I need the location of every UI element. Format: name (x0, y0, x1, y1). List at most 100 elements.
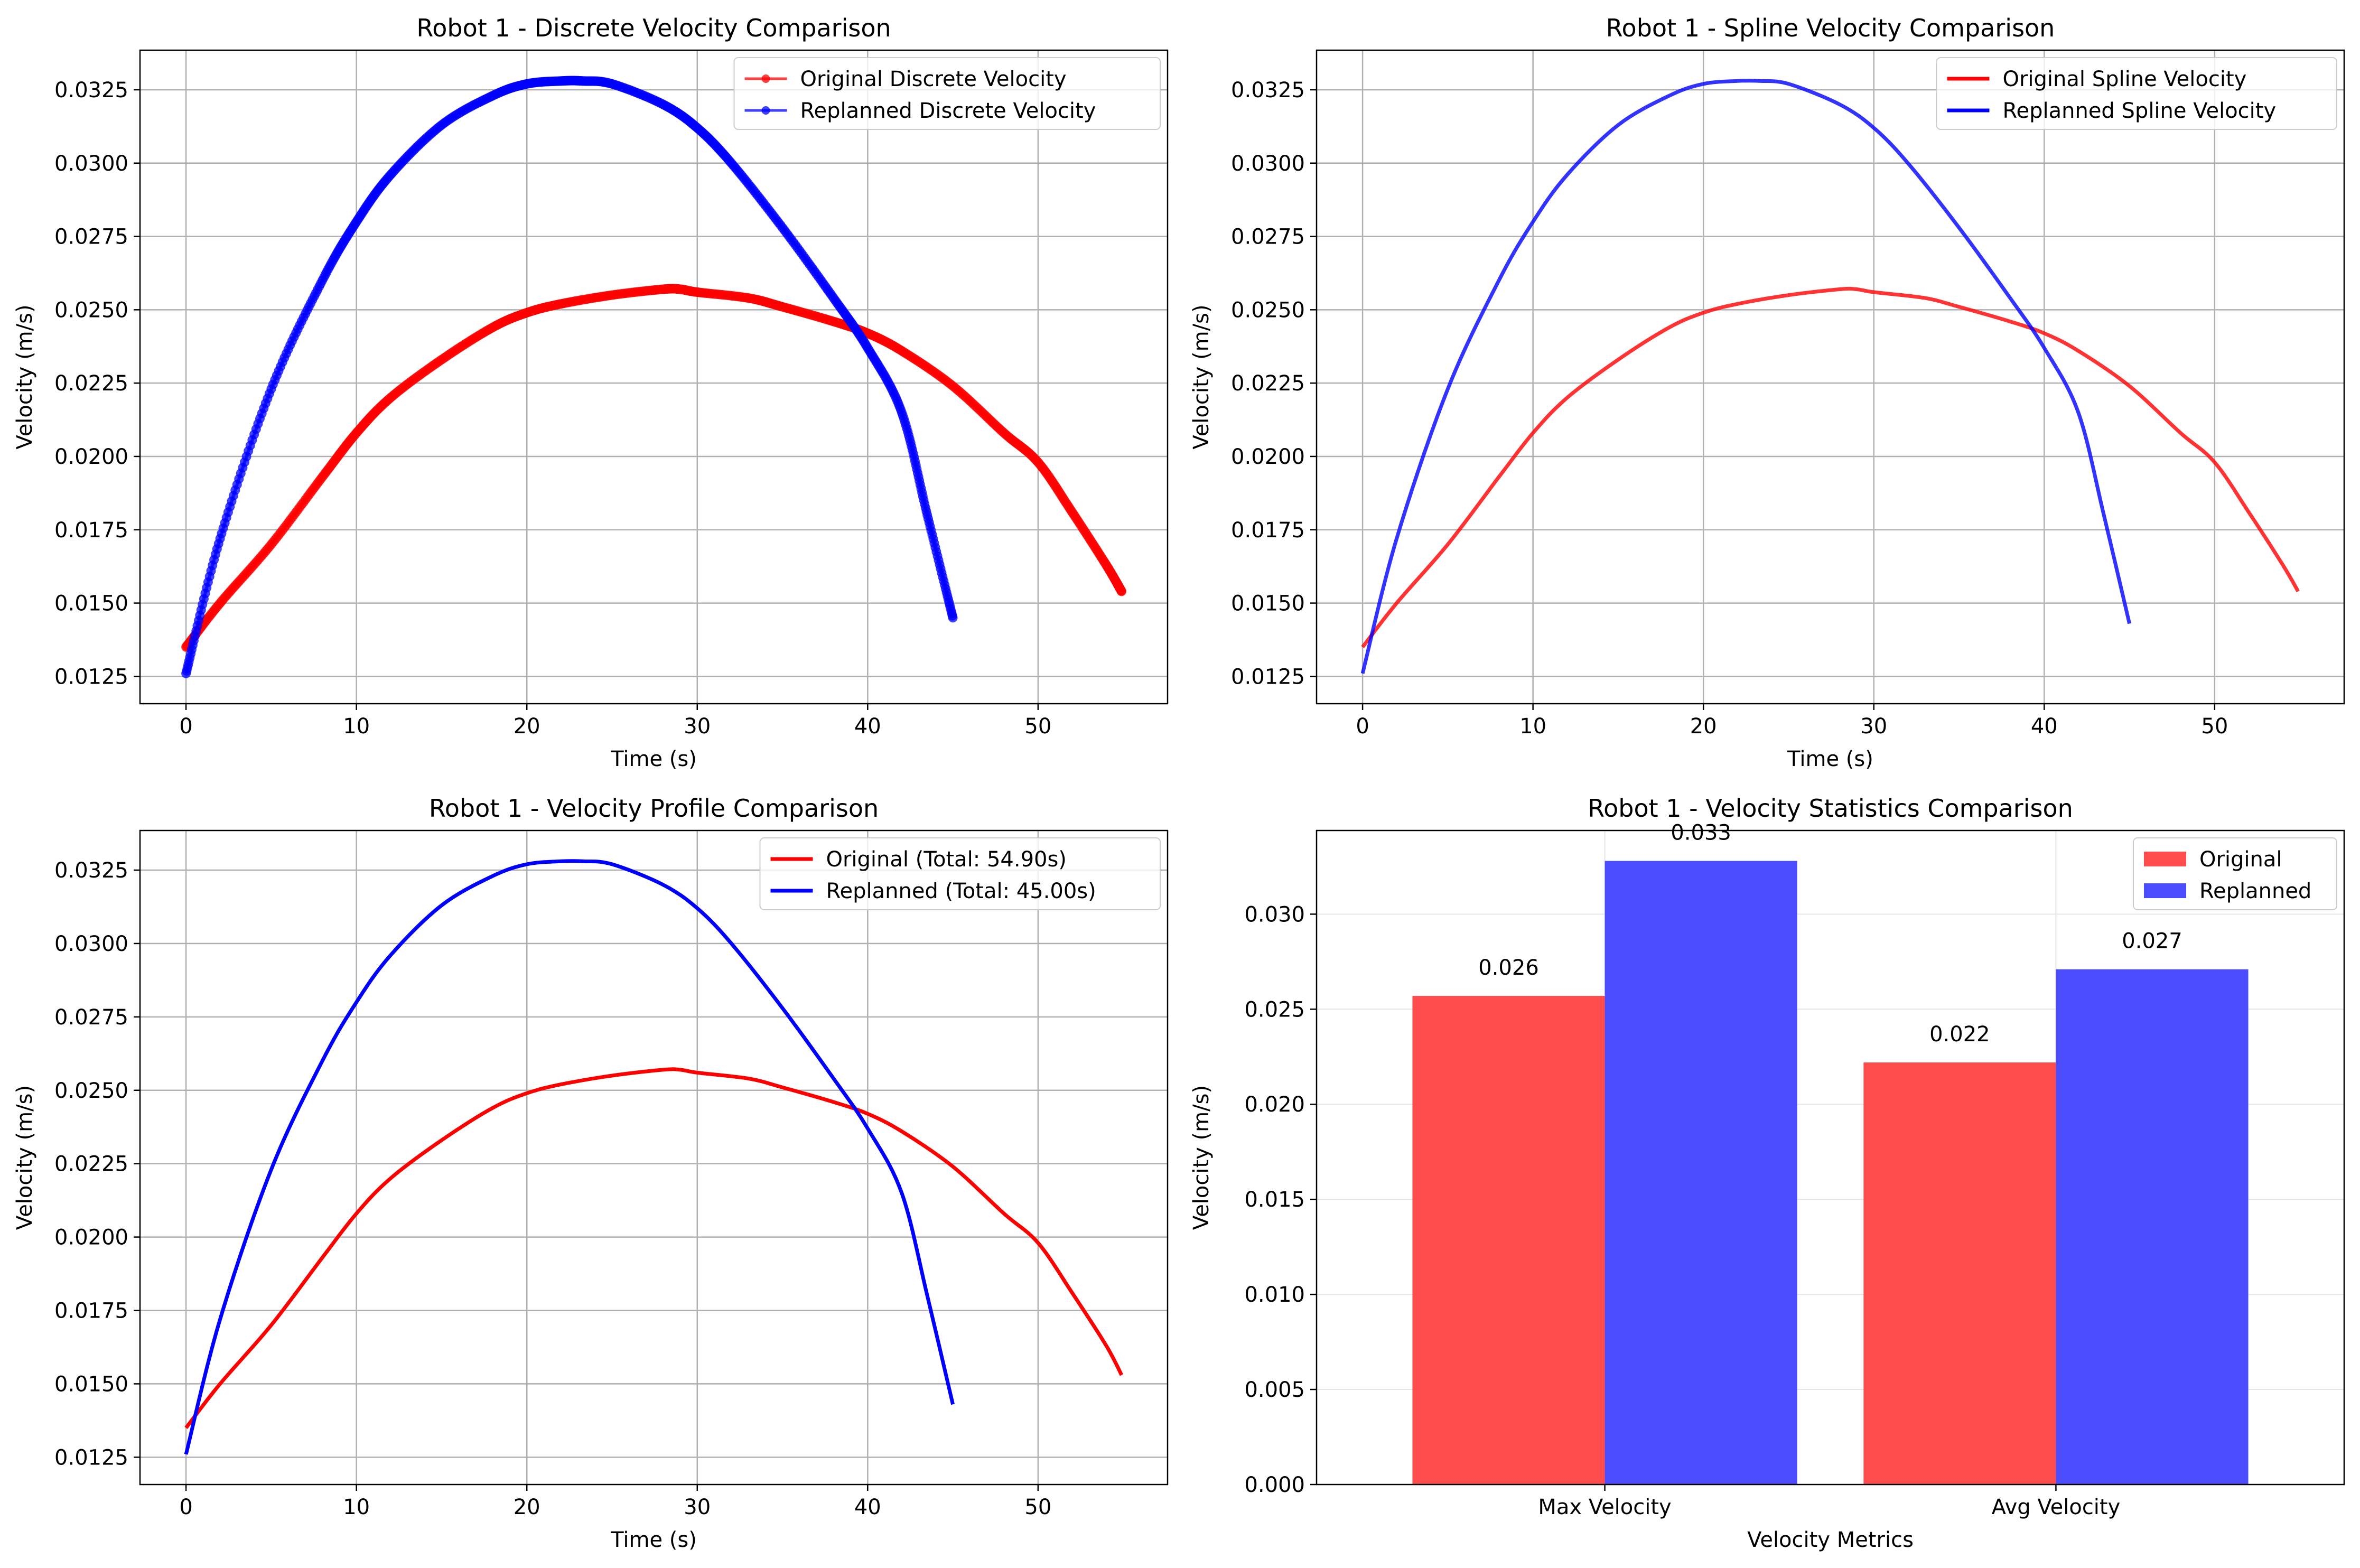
x-axis-label: Time (s) (610, 747, 697, 771)
y-tick-label: 0.0325 (1231, 78, 1305, 102)
x-tick-label: 10 (343, 714, 370, 739)
y-axis-label: Velocity (m/s) (13, 304, 37, 449)
chart-title: Robot 1 - Spline Velocity Comparison (1606, 14, 2055, 42)
y-tick-label: 0.010 (1244, 1283, 1305, 1307)
series-line-replanned (184, 859, 955, 1455)
legend-label-replanned: Replanned Spline Velocity (2003, 99, 2277, 123)
x-tick-label: 30 (1860, 714, 1887, 739)
y-tick-label: 0.0125 (54, 1445, 128, 1470)
grid-lines (1317, 50, 2344, 704)
y-tick-label: 0.0150 (1231, 592, 1305, 616)
x-tick-label: 40 (2031, 714, 2058, 739)
y-ticks: 0.0125 0.0150 0.0175 0.0200 0.0225 0.0250 0.02… (54, 858, 140, 1470)
x-tick-label: 30 (684, 714, 711, 739)
velocity-profile-panel: 0 10 20 30 40 50 0.0125 0.0150 0.0175 0.0200 0.02… (13, 794, 1169, 1552)
y-axis-label: Velocity (m/s) (13, 1085, 37, 1230)
x-tick-label: 30 (684, 1495, 711, 1519)
x-tick-label: Max Velocity (1538, 1495, 1671, 1519)
legend-marker-original (761, 74, 770, 83)
data-point-original (1116, 586, 1126, 596)
x-tick-label: 10 (343, 1495, 370, 1519)
y-tick-label: 0.0275 (1231, 225, 1305, 249)
y-tick-label: 0.005 (1244, 1378, 1305, 1402)
y-tick-label: 0.0175 (54, 518, 128, 543)
series-lines (1360, 79, 2300, 674)
y-tick-label: 0.0225 (54, 1152, 128, 1177)
y-tick-label: 0.0300 (1231, 152, 1305, 176)
y-tick-label: 0.0200 (54, 445, 128, 469)
x-tick-label: 20 (1690, 714, 1717, 739)
y-tick-label: 0.0250 (1231, 298, 1305, 322)
series-line-original (184, 1067, 1124, 1429)
y-ticks: 0.0125 0.0150 0.0175 0.0200 0.0225 0.0250 0.02… (1231, 78, 1317, 689)
plot-frame (139, 49, 1169, 705)
grid-lines (140, 50, 1168, 704)
chart-title: Robot 1 - Velocity Statistics Comparison (1588, 794, 2073, 823)
x-tick-label: 10 (1519, 714, 1546, 739)
legend-label-original: Original Spline Velocity (2003, 67, 2247, 91)
series-line-original (1361, 286, 2300, 648)
y-tick-label: 0.0125 (1231, 665, 1305, 689)
x-axis-label: Time (s) (610, 1528, 697, 1552)
y-tick-label: 0.0150 (54, 1372, 128, 1396)
x-ticks: 0 10 20 30 40 50 (179, 704, 1051, 739)
y-tick-label: 0.0175 (54, 1299, 128, 1323)
legend: Original Replanned (2133, 837, 2337, 910)
bar-value-label: 0.022 (1929, 1022, 1990, 1047)
legend: Original Discrete Velocity Replanned Dis… (733, 57, 1161, 130)
y-tick-label: 0.0275 (54, 225, 128, 249)
y-tick-label: 0.020 (1244, 1093, 1305, 1117)
y-tick-label: 0.0200 (1231, 445, 1305, 469)
x-tick-label: 50 (1024, 1495, 1051, 1519)
y-ticks: 0.000 0.005 0.010 0.015 0.020 0.025 0.030 (1244, 902, 1317, 1497)
plot-frame (1316, 829, 2345, 1486)
y-tick-label: 0.0150 (54, 592, 128, 616)
velocity-statistics-panel: 0.026 0.022 0.033 0.027 Max Velocity Avg Vel… (1189, 794, 2345, 1552)
x-tick-label: 50 (2201, 714, 2228, 739)
chart-title: Robot 1 - Discrete Velocity Comparison (416, 14, 891, 42)
x-tick-label: 0 (179, 1495, 192, 1519)
y-tick-label: 0.030 (1244, 902, 1305, 927)
bar-value-label: 0.026 (1478, 956, 1539, 980)
legend-label-replanned: Replanned (Total: 45.00s) (826, 879, 1096, 903)
y-tick-label: 0.0200 (54, 1226, 128, 1250)
x-tick-label: 0 (1356, 714, 1369, 739)
legend: Original Spline Velocity Replanned Splin… (1936, 57, 2337, 130)
series-markers-original (181, 284, 1126, 652)
plot-frame (139, 829, 1169, 1486)
bar-original (1863, 1062, 2056, 1485)
series-line-replanned (1360, 79, 2132, 674)
legend-label-original: Original (Total: 54.90s) (826, 847, 1067, 872)
legend-label-original: Original (2199, 847, 2282, 872)
bar-replanned (2056, 969, 2249, 1485)
x-ticks: 0 10 20 30 40 50 (179, 1485, 1051, 1519)
series-markers-replanned (181, 76, 958, 678)
legend-swatch-original (2144, 852, 2186, 866)
chart-title: Robot 1 - Velocity Profile Comparison (429, 794, 879, 823)
y-tick-label: 0.0325 (54, 78, 128, 102)
y-tick-label: 0.0125 (54, 665, 128, 689)
legend-label-replanned: Replanned Discrete Velocity (800, 99, 1096, 123)
y-axis-label: Velocity (m/s) (1189, 304, 1214, 449)
legend-box (1936, 57, 2337, 130)
legend-swatch-replanned (2144, 883, 2186, 898)
series-lines (181, 76, 1126, 678)
x-axis-label: Velocity Metrics (1747, 1528, 1914, 1552)
x-ticks: 0 10 20 30 40 50 (1356, 704, 2228, 739)
spline-velocity-panel: 0 10 20 30 40 50 0.0125 0.0150 0.0175 0.0200 0.02… (1189, 14, 2345, 771)
bar-value-labels: 0.026 0.022 0.033 0.027 (1478, 821, 2182, 1047)
bar-original (1412, 996, 1605, 1485)
x-tick-label: 20 (514, 714, 540, 739)
y-tick-label: 0.000 (1244, 1473, 1305, 1497)
legend-label-original: Original Discrete Velocity (800, 67, 1067, 91)
y-tick-label: 0.0325 (54, 858, 128, 883)
x-tick-label: 0 (179, 714, 192, 739)
legend-box (759, 837, 1161, 910)
x-tick-label: 40 (854, 1495, 881, 1519)
y-tick-label: 0.0250 (54, 298, 128, 322)
grid-lines (140, 830, 1168, 1485)
y-tick-label: 0.015 (1244, 1188, 1305, 1212)
x-axis-label: Time (s) (1787, 747, 1873, 771)
y-ticks: 0.0125 0.0150 0.0175 0.0200 0.0225 0.0250 0.02… (54, 78, 140, 689)
